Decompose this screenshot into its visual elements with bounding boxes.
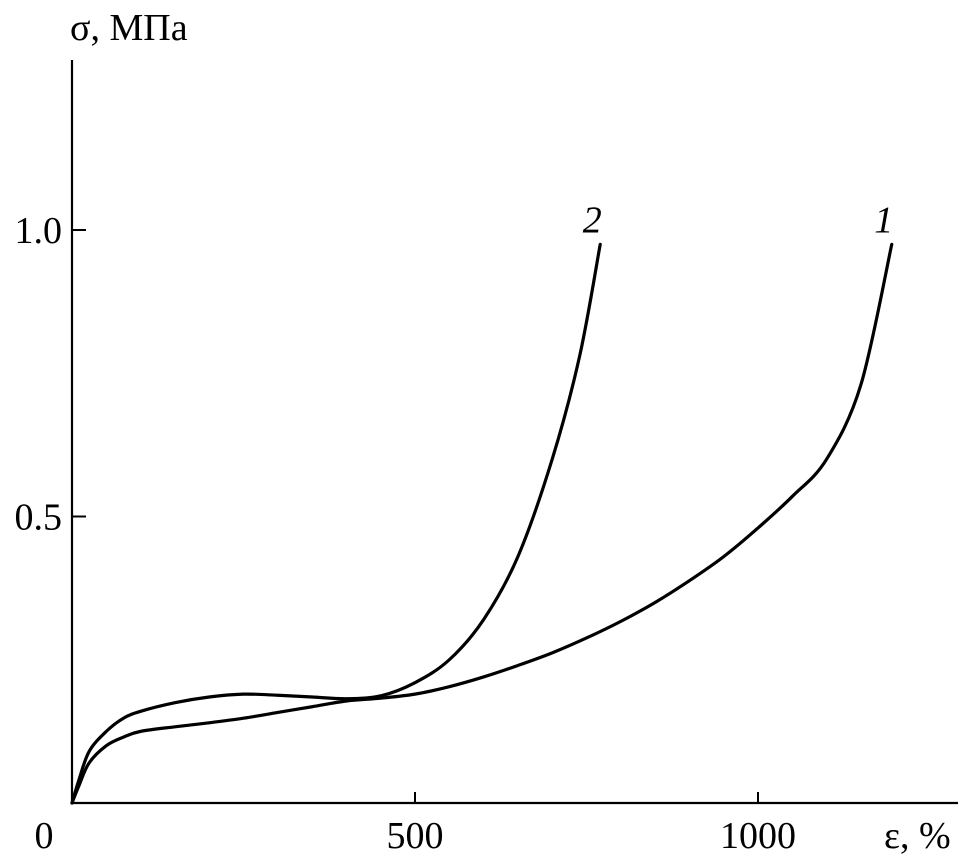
series-layer: 12 bbox=[70, 199, 894, 805]
series-1-line bbox=[70, 242, 894, 805]
x-tick-label: 500 bbox=[387, 815, 444, 857]
series-2-line bbox=[70, 242, 602, 805]
x-tick-label: 1000 bbox=[720, 815, 796, 857]
y-tick-label: 0.5 bbox=[15, 497, 63, 539]
y-ticks: 0.5 1.0 bbox=[15, 210, 86, 539]
y-tick-label: 1.0 bbox=[15, 210, 63, 252]
series-2-label: 2 bbox=[583, 199, 602, 241]
x-ticks: 0 500 1000 bbox=[35, 792, 796, 857]
x-tick-label: 0 bbox=[35, 815, 54, 857]
x-axis-title: ε, % bbox=[884, 815, 951, 857]
series-1-label: 1 bbox=[874, 199, 893, 241]
y-axis-title: σ, МПа bbox=[70, 7, 188, 49]
